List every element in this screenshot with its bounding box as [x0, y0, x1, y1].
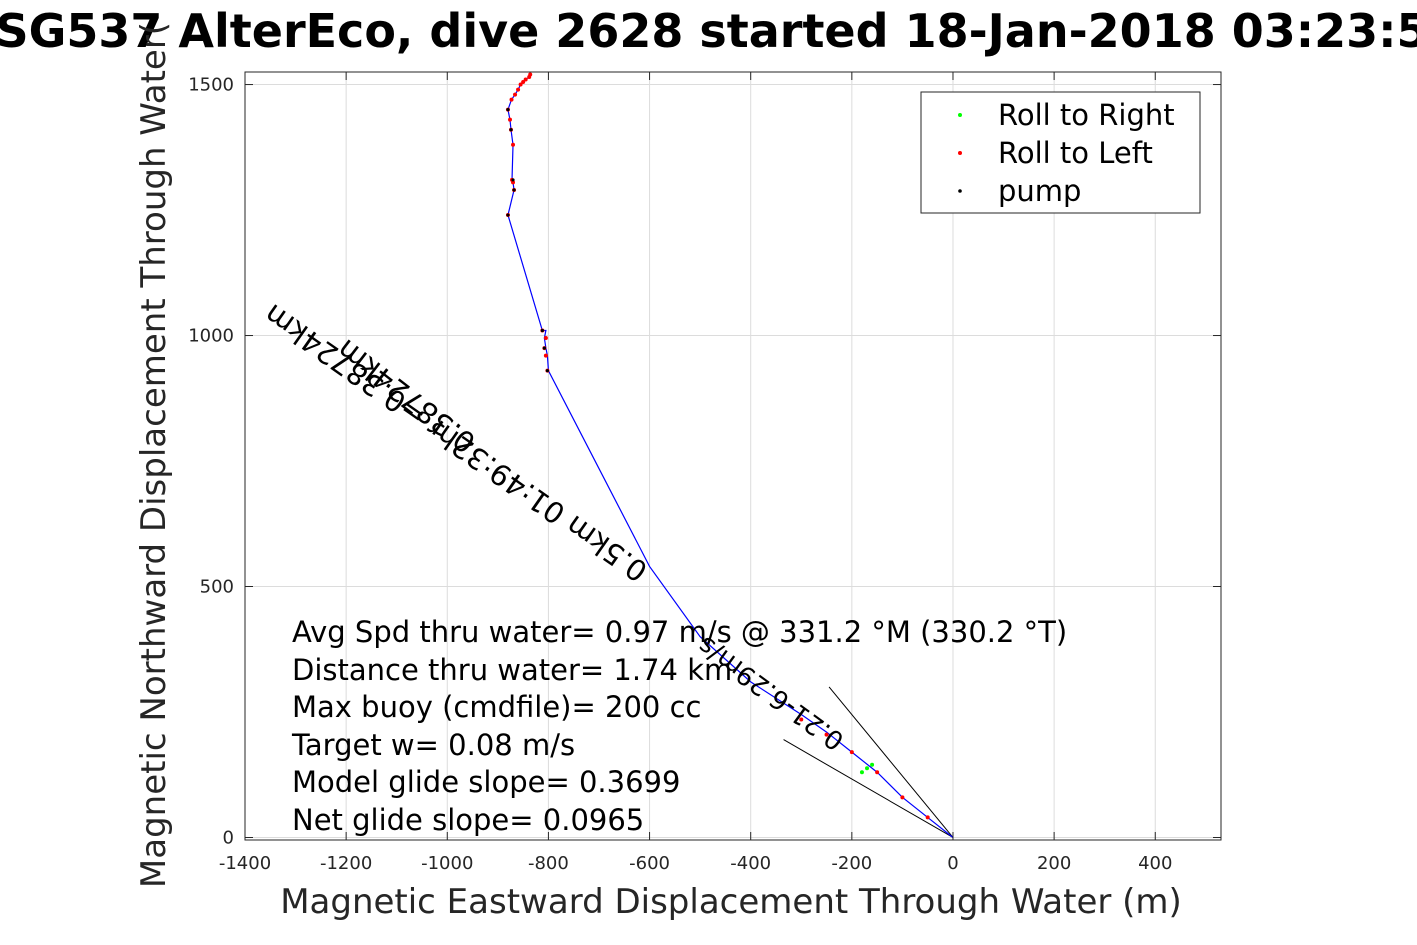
roll-left-point — [824, 732, 829, 737]
annotation-max-buoy: Max buoy (cmdfile)= 200 cc — [292, 690, 701, 724]
pump-point — [509, 128, 513, 132]
roll-left-point — [521, 80, 526, 85]
roll-left-point — [511, 142, 516, 147]
y-tick-label: 500 — [200, 577, 234, 598]
roll-left-point — [518, 82, 523, 87]
roll-left-point — [849, 750, 854, 755]
x-tick-label: 400 — [1138, 853, 1172, 874]
roll-left-point — [509, 97, 514, 102]
y-axis-label: Magnetic Northward Displacement Through … — [134, 22, 174, 888]
annotation-avg-speed: Avg Spd thru water= 0.97 m/s @ 331.2 °M … — [292, 615, 1067, 649]
roll-left-point — [513, 92, 518, 97]
x-tick-label: 0 — [947, 853, 958, 874]
roll-left-point — [875, 770, 880, 775]
roll-right-point — [870, 762, 875, 767]
roll-left-point — [799, 717, 804, 722]
legend-box — [920, 91, 1201, 214]
x-tick-label: -800 — [528, 853, 569, 874]
legend: Roll to Right Roll to Left pump — [920, 91, 1201, 214]
roll-left-point — [900, 795, 905, 800]
legend-marker-roll-left — [958, 151, 962, 155]
x-tick-label: -600 — [629, 853, 670, 874]
pump-point — [540, 328, 544, 333]
roll-markers — [505, 72, 930, 820]
chart-title: SG537 AlterEco, dive 2628 started 18-Jan… — [0, 4, 1417, 58]
legend-marker-pump — [958, 189, 962, 193]
roll-right-point — [859, 770, 864, 775]
x-axis-label: Magnetic Eastward Displacement Through W… — [280, 882, 1182, 922]
bracket-line — [783, 739, 954, 838]
annotation-distance: Distance thru water= 1.74 km — [292, 653, 732, 687]
roll-left-point — [528, 72, 533, 77]
roll-left-point — [925, 815, 930, 820]
pump-point — [542, 346, 546, 350]
annotation-model-glide: Model glide slope= 0.3699 — [292, 765, 680, 799]
annotation-net-glide: Net glide slope= 0.0965 — [292, 803, 644, 837]
x-tick-label: -400 — [730, 853, 771, 874]
x-tick-label: -1200 — [320, 853, 372, 874]
x-tick-label: -200 — [831, 853, 872, 874]
bracket-line — [828, 686, 954, 838]
annotation-block: Avg Spd thru water= 0.97 m/s @ 331.2 °M … — [291, 615, 1067, 837]
grid — [244, 72, 1221, 840]
axis-ticks: -1400 -1200 -1000 -800 -600 -400 -200 0 200 400 0 5… — [188, 72, 1221, 874]
heading-bracket — [783, 686, 954, 838]
roll-left-point — [507, 117, 512, 122]
pump-point — [511, 178, 515, 182]
annotation-target-w: Target w= 0.08 m/s — [291, 728, 575, 762]
axes-box — [244, 71, 1222, 841]
y-tick-label: 1500 — [188, 75, 234, 96]
y-tick-label: 1000 — [188, 326, 234, 347]
roll-left-point — [543, 336, 548, 341]
y-tick-label: 0 — [223, 827, 234, 848]
roll-left-point — [516, 87, 521, 92]
legend-label-roll-left: Roll to Left — [998, 136, 1153, 170]
legend-label-roll-right: Roll to Right — [998, 98, 1175, 132]
pump-point — [545, 369, 550, 373]
x-tick-label: -1000 — [421, 853, 473, 874]
x-tick-label: -1400 — [219, 853, 271, 874]
legend-marker-roll-right — [958, 113, 962, 117]
x-tick-label: 200 — [1037, 853, 1071, 874]
pump-point — [512, 188, 516, 192]
legend-label-pump: pump — [998, 174, 1081, 208]
pump-point — [506, 108, 510, 112]
pump-point — [506, 213, 510, 217]
roll-left-point — [523, 77, 528, 82]
roll-left-point — [543, 353, 548, 358]
roll-right-point — [865, 766, 870, 771]
